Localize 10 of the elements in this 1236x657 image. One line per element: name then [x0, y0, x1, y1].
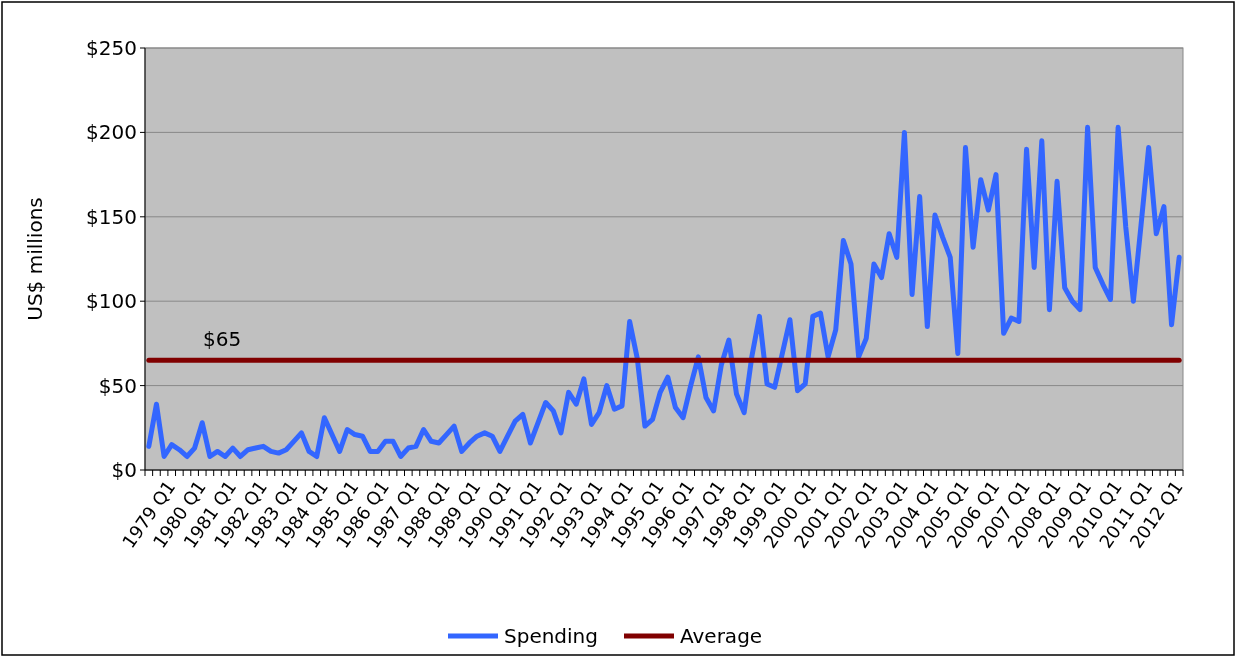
y-tick-label: $0	[111, 458, 137, 482]
y-tick-label: $150	[86, 204, 137, 229]
y-axis-title: US$ millions	[23, 197, 47, 321]
legend-label: Spending	[504, 624, 598, 648]
y-tick-label: $200	[86, 120, 137, 145]
y-tick-label: $250	[86, 36, 137, 60]
y-tick-label: $100	[86, 289, 137, 314]
legend-label: Average	[680, 624, 763, 648]
y-tick-label: $50	[98, 373, 137, 398]
annotation: $65	[203, 327, 242, 352]
